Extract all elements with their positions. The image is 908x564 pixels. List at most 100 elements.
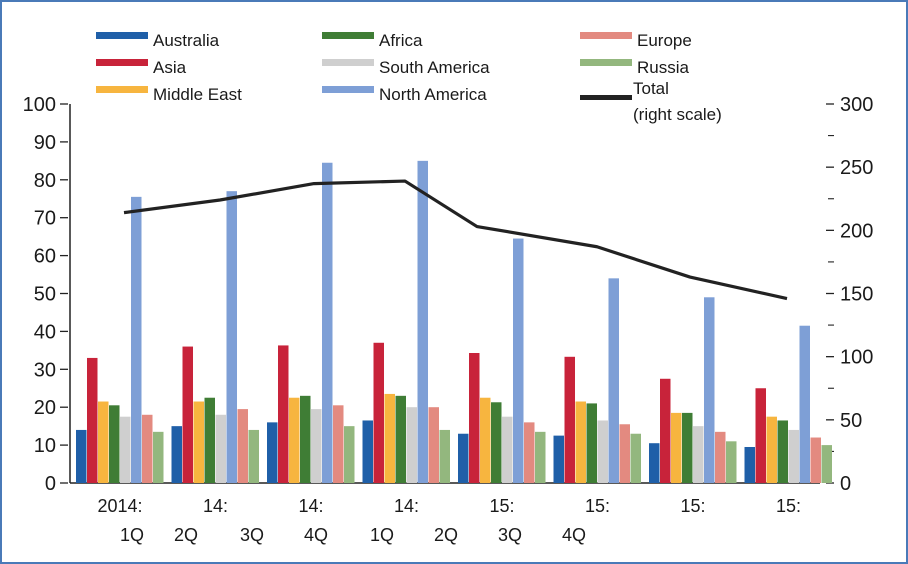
- legend-label-africa: Africa: [379, 31, 423, 50]
- left-tick-label: 60: [34, 246, 56, 268]
- bar-asia: [660, 378, 671, 483]
- bar-europe: [619, 424, 630, 483]
- x-quarter-label: 3Q: [498, 525, 522, 545]
- x-category-label: 15:: [585, 496, 610, 516]
- bar-south-america: [502, 416, 513, 483]
- legend-swatch-north-america: [322, 86, 374, 93]
- x-category-label: 15:: [776, 496, 801, 516]
- bar-north-america: [226, 191, 237, 484]
- bar-asia: [373, 342, 384, 483]
- bar-russia: [630, 433, 641, 483]
- left-tick-label: 50: [34, 284, 56, 306]
- bar-middle-east: [766, 416, 777, 483]
- left-tick-label: 40: [34, 321, 56, 343]
- left-tick-label: 10: [34, 435, 56, 457]
- bar-europe: [524, 422, 535, 483]
- bar-australia: [553, 435, 564, 483]
- bar-asia: [87, 357, 98, 483]
- x-category-label: 2014:: [97, 496, 142, 516]
- bar-australia: [458, 433, 469, 483]
- left-tick-label: 70: [34, 208, 56, 230]
- bar-australia: [76, 429, 87, 483]
- x-category-label: 14:: [298, 496, 323, 516]
- bar-south-america: [597, 420, 608, 483]
- bar-russia: [153, 431, 164, 483]
- bar-australia: [362, 420, 373, 483]
- bar-europe: [715, 431, 726, 483]
- bar-australia: [171, 426, 182, 483]
- legend-label-total-note: (right scale): [633, 105, 722, 124]
- left-tick-label: 80: [34, 170, 56, 192]
- bar-north-america: [704, 297, 715, 483]
- right-tick-label: 300: [840, 94, 873, 116]
- bar-africa: [109, 405, 120, 483]
- left-tick-label: 0: [45, 473, 56, 495]
- bar-russia: [535, 431, 546, 483]
- legend-label-north-america: North America: [379, 85, 487, 104]
- bar-russia: [821, 445, 832, 483]
- bar-north-america: [608, 278, 619, 483]
- legend-label-south-america: South America: [379, 58, 490, 77]
- bar-europe: [428, 407, 439, 483]
- legend-label-asia: Asia: [153, 58, 187, 77]
- bar-north-america: [417, 160, 428, 483]
- bar-south-america: [406, 407, 417, 483]
- bar-europe: [237, 409, 248, 483]
- left-tick-label: 100: [23, 94, 56, 116]
- bar-europe: [333, 405, 344, 483]
- bar-asia: [564, 356, 575, 483]
- total-line: [123, 179, 788, 301]
- bar-north-america: [799, 325, 810, 483]
- legend-swatch-europe: [580, 32, 632, 39]
- left-tick-label: 30: [34, 359, 56, 381]
- bar-europe: [142, 414, 153, 483]
- bar-europe: [810, 437, 821, 483]
- bar-asia: [469, 353, 480, 483]
- right-tick-label: 150: [840, 284, 873, 306]
- bar-north-america: [131, 196, 142, 484]
- bar-australia: [649, 443, 660, 483]
- legend-label-total: Total: [633, 79, 669, 98]
- legend-swatch-south-america: [322, 59, 374, 66]
- x-category-label: 14:: [394, 496, 419, 516]
- legend-swatch-africa: [322, 32, 374, 39]
- bar-africa: [204, 397, 215, 483]
- legend-swatch-middle-east: [96, 86, 148, 93]
- bar-africa: [586, 403, 597, 483]
- x-quarter-label: 1Q: [370, 525, 394, 545]
- bar-north-america: [513, 238, 524, 483]
- bar-asia: [755, 388, 766, 483]
- bar-middle-east: [671, 412, 682, 483]
- right-tick-label: 0: [840, 473, 851, 495]
- bar-australia: [744, 446, 755, 483]
- right-tick-label: 200: [840, 220, 873, 242]
- bar-africa: [682, 412, 693, 483]
- left-tick-label: 90: [34, 132, 56, 154]
- x-quarter-label: 4Q: [304, 525, 328, 545]
- legend-label-middle-east: Middle East: [153, 85, 242, 104]
- legend-swatch-total: [580, 95, 632, 100]
- bar-russia: [439, 429, 450, 483]
- bar-middle-east: [480, 397, 491, 483]
- x-quarter-label: 1Q: [120, 525, 144, 545]
- x-quarter-label: 4Q: [562, 525, 586, 545]
- right-tick-label: 250: [840, 157, 873, 179]
- bar-south-america: [311, 409, 322, 483]
- bar-north-america: [322, 162, 333, 483]
- x-quarter-label: 2Q: [174, 525, 198, 545]
- bar-middle-east: [289, 397, 300, 483]
- bar-africa: [300, 395, 311, 483]
- bar-africa: [491, 402, 502, 483]
- bar-south-america: [215, 414, 226, 483]
- x-category-label: 15:: [680, 496, 705, 516]
- legend-swatch-australia: [96, 32, 148, 39]
- x-quarter-label: 3Q: [240, 525, 264, 545]
- bar-asia: [278, 345, 289, 483]
- bar-australia: [267, 422, 278, 483]
- legend-label-australia: Australia: [153, 31, 220, 50]
- bar-middle-east: [575, 401, 586, 483]
- bar-middle-east: [98, 401, 109, 483]
- bar-south-america: [120, 416, 131, 483]
- bar-russia: [344, 426, 355, 483]
